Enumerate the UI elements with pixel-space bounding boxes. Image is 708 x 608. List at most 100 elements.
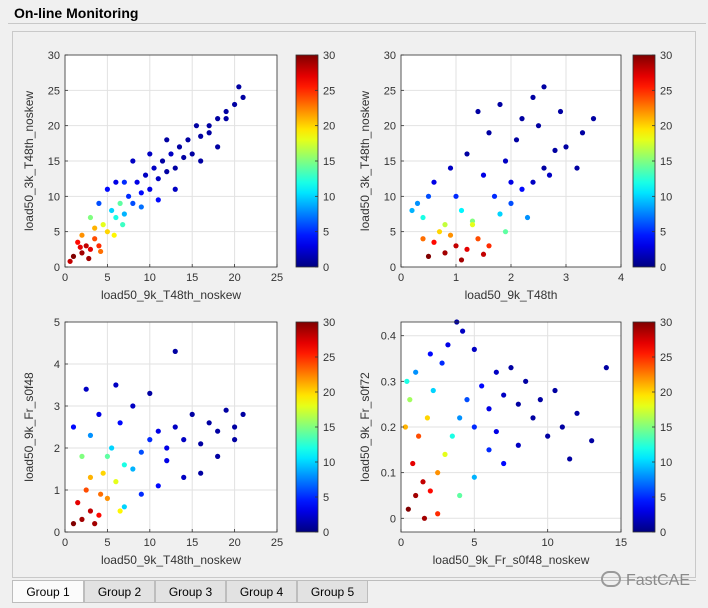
data-point xyxy=(430,387,436,394)
data-point xyxy=(223,108,229,115)
x-tick-label: 15 xyxy=(615,537,627,549)
data-point xyxy=(87,432,94,438)
data-point xyxy=(546,172,553,178)
data-point xyxy=(435,511,441,517)
x-tick-label: 15 xyxy=(186,272,198,284)
colorbar: 0 5 10 15 20 25 30 xyxy=(632,317,672,539)
scatter-chart-4: 0 5 10 15 0 0.1 0.2 0.3 0.4 load50_9k_Fr_s0f48_no… xyxy=(358,317,672,567)
data-point xyxy=(215,428,221,434)
colorbar-tick-label: 10 xyxy=(660,191,672,203)
colorbar-tick-label: 15 xyxy=(660,422,672,434)
tab-group-3[interactable]: Group 3 xyxy=(155,581,226,603)
x-tick-label: 25 xyxy=(271,537,283,549)
data-point xyxy=(223,116,229,122)
data-point xyxy=(138,449,144,455)
data-point xyxy=(409,207,415,214)
data-point xyxy=(113,214,119,221)
data-point xyxy=(524,214,531,221)
data-point xyxy=(92,225,98,231)
y-tick-label: 4 xyxy=(54,359,60,371)
colorbar-tick-label: 25 xyxy=(660,85,672,97)
data-point xyxy=(486,130,492,136)
x-axis-label: load50_9k_T48th xyxy=(465,288,558,302)
scatter-chart-1: 0 5 10 15 20 25 0 5 10 15 20 25 30 load50_9k_T48th_no… xyxy=(22,50,335,302)
data-point xyxy=(469,222,476,228)
colorbar-tick-label: 20 xyxy=(323,387,335,399)
data-point xyxy=(130,403,136,409)
data-point xyxy=(138,491,144,497)
data-point xyxy=(172,186,178,192)
data-point xyxy=(138,204,144,210)
y-axis-label: load50_9k_Fr_s0f72 xyxy=(358,372,372,482)
data-point xyxy=(164,445,170,451)
data-point xyxy=(407,397,413,403)
data-point xyxy=(508,365,514,371)
tab-group-1[interactable]: Group 1 xyxy=(12,581,84,603)
data-point xyxy=(155,176,161,182)
data-point xyxy=(457,492,463,499)
data-point xyxy=(75,500,81,506)
data-point xyxy=(206,123,212,129)
data-point xyxy=(424,415,430,421)
x-tick-label: 5 xyxy=(104,272,110,284)
x-tick-label: 0 xyxy=(398,272,404,284)
y-tick-label: 5 xyxy=(390,227,396,239)
data-point xyxy=(475,236,481,242)
x-tick-label: 0 xyxy=(398,537,404,549)
data-point xyxy=(164,137,170,143)
tab-group-4[interactable]: Group 4 xyxy=(226,581,297,603)
colorbar-gradient xyxy=(295,54,319,268)
y-tick-label: 1 xyxy=(54,485,60,497)
x-tick-label: 20 xyxy=(228,272,240,284)
data-point xyxy=(70,521,77,527)
title-divider xyxy=(8,23,706,24)
data-point xyxy=(486,243,492,249)
data-point xyxy=(117,508,123,514)
data-point xyxy=(460,328,466,334)
colorbar-tick-label: 25 xyxy=(660,352,672,364)
data-point xyxy=(420,236,426,242)
data-point xyxy=(240,411,246,417)
data-point xyxy=(431,179,437,185)
data-point xyxy=(176,144,183,150)
tab-group-2[interactable]: Group 2 xyxy=(84,581,155,603)
x-tick-label: 3 xyxy=(563,272,569,284)
data-point xyxy=(447,232,454,238)
y-axis-label: load50_9k_Fr_s0f48 xyxy=(22,372,36,482)
plot-panel: 0 5 10 15 20 25 0 5 10 15 20 25 30 load50_9k_T48th_no… xyxy=(12,31,696,578)
x-tick-label: 15 xyxy=(186,537,198,549)
data-point xyxy=(464,246,470,252)
data-point xyxy=(405,506,411,512)
data-point xyxy=(541,165,547,171)
data-point xyxy=(420,479,426,485)
data-point xyxy=(83,243,89,249)
data-point xyxy=(402,424,408,430)
colorbar-tick-label: 20 xyxy=(323,121,335,133)
data-point xyxy=(79,250,85,256)
x-tick-label: 5 xyxy=(104,537,110,549)
data-point xyxy=(410,460,416,467)
data-point xyxy=(181,474,187,480)
data-point xyxy=(198,470,204,476)
data-point xyxy=(501,460,507,467)
data-point xyxy=(427,351,433,357)
data-point xyxy=(420,214,426,221)
data-point xyxy=(121,462,127,468)
data-point xyxy=(515,442,521,448)
y-tick-label: 0 xyxy=(54,262,60,274)
colorbar-tick-label: 30 xyxy=(323,317,335,329)
data-point xyxy=(147,437,153,443)
y-tick-label: 20 xyxy=(48,121,60,133)
data-point xyxy=(223,407,229,413)
y-tick-label: 0.4 xyxy=(381,331,396,343)
colorbar-tick-label: 15 xyxy=(660,156,672,168)
wechat-icon xyxy=(600,571,621,587)
data-point xyxy=(442,451,448,457)
data-point xyxy=(563,144,569,150)
x-tick-label: 0 xyxy=(62,537,68,549)
axes-box xyxy=(64,321,278,533)
tab-group-5[interactable]: Group 5 xyxy=(297,581,368,603)
data-point xyxy=(79,453,85,459)
x-tick-label: 10 xyxy=(144,272,156,284)
colorbar-gradient xyxy=(295,321,319,533)
